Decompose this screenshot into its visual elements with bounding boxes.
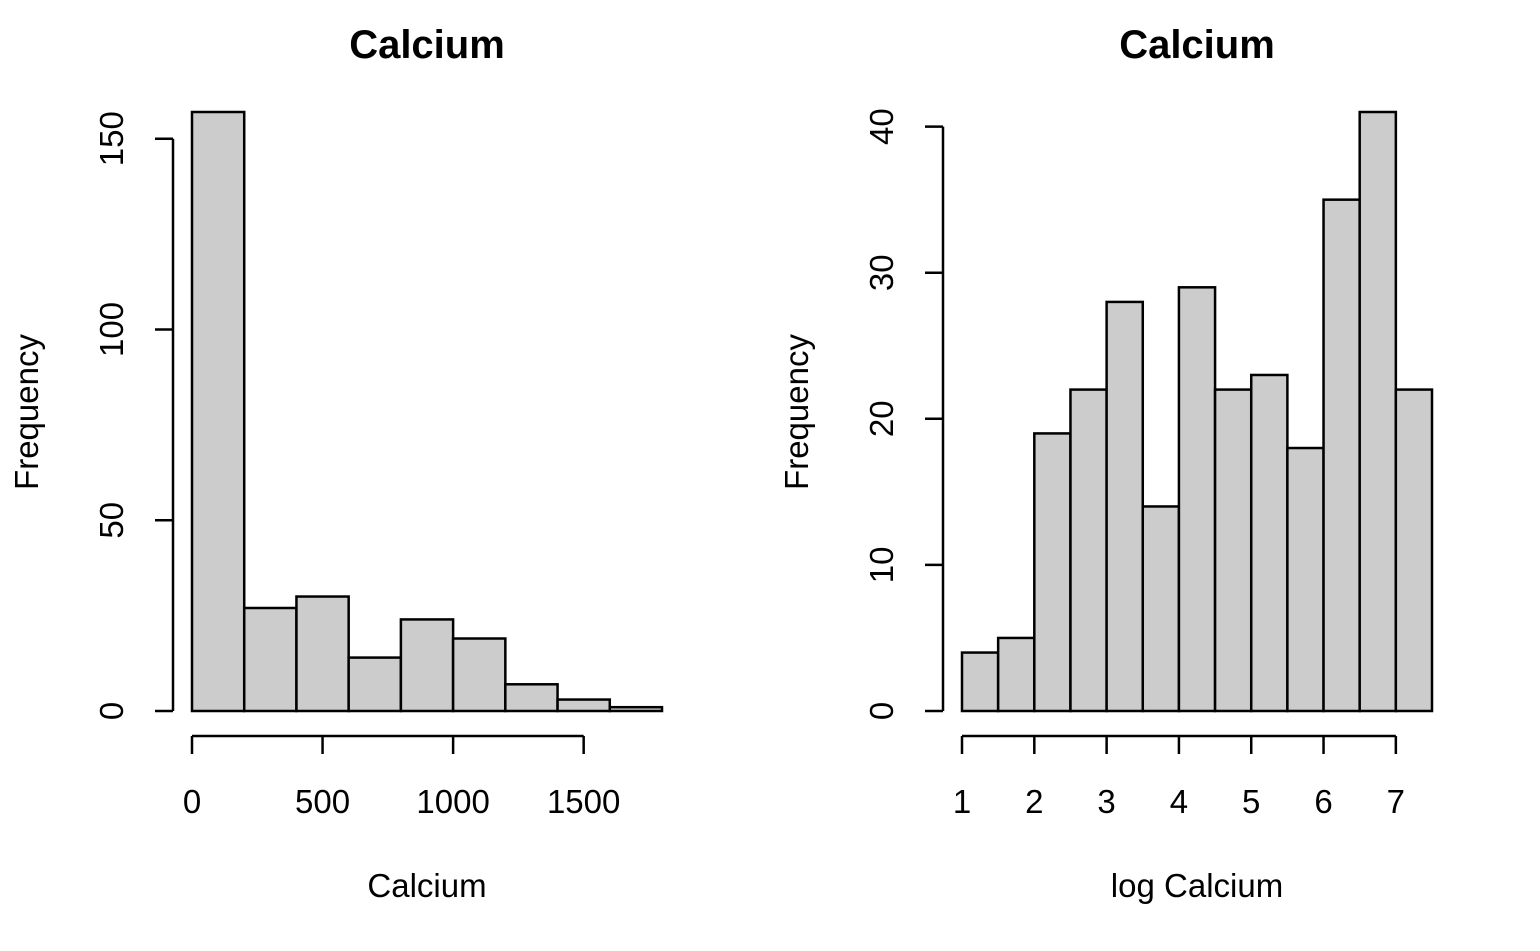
histogram-bars	[190, 110, 664, 713]
histogram-bar	[1141, 505, 1181, 713]
histogram-bar	[1069, 388, 1108, 713]
y-axis: 0 50 100 150	[93, 111, 175, 720]
y-tick-label: 30	[863, 254, 900, 291]
histogram-bar	[1033, 432, 1072, 713]
histogram-bar	[1358, 110, 1398, 713]
y-tick-label: 100	[93, 302, 130, 357]
x-tick-label: 5	[1242, 783, 1260, 820]
histogram-bar	[399, 618, 455, 713]
y-tick-label: 0	[863, 702, 900, 720]
x-tick-label: 0	[183, 783, 201, 820]
x-tick-label: 3	[1097, 783, 1115, 820]
y-tick-label: 0	[93, 702, 130, 720]
histogram-bar	[1177, 286, 1217, 713]
histogram-bar	[556, 698, 612, 713]
x-tick-label: 6	[1314, 783, 1332, 820]
calcium-histogram-panel: Calcium Calcium Frequency 0 500 1000 1500 0…	[8, 23, 664, 904]
y-tick-label: 40	[863, 108, 900, 145]
y-axis-label: Frequency	[778, 334, 815, 490]
histogram-bar	[504, 683, 559, 713]
histogram-bar	[960, 651, 1000, 713]
chart-title: Calcium	[349, 23, 505, 67]
histogram-bar	[608, 705, 664, 713]
log-calcium-histogram-panel: Calcium log Calcium Frequency 1 2 3 4 5 6 7 0 1…	[778, 23, 1434, 904]
histogram-bar	[295, 595, 350, 713]
histogram-bar	[996, 636, 1036, 713]
y-tick-label: 150	[93, 111, 130, 166]
x-axis-label: log Calcium	[1111, 867, 1283, 904]
x-tick-label: 1500	[547, 783, 620, 820]
histogram-bar	[1394, 388, 1434, 713]
chart-title: Calcium	[1119, 23, 1275, 67]
histogram-bar	[1322, 198, 1361, 713]
histogram-bars	[960, 110, 1434, 713]
histogram-bar	[242, 606, 298, 713]
histogram-bar	[1286, 446, 1325, 713]
y-axis-label: Frequency	[8, 334, 45, 490]
x-axis: 1 2 3 4 5 6 7	[953, 734, 1405, 820]
histogram-bar	[1213, 388, 1253, 713]
histogram-bar	[190, 110, 246, 713]
x-tick-label: 2	[1025, 783, 1043, 820]
y-tick-label: 10	[863, 547, 900, 584]
x-tick-label: 1000	[416, 783, 489, 820]
x-tick-label: 500	[295, 783, 350, 820]
x-axis-label: Calcium	[367, 867, 486, 904]
y-tick-label: 20	[863, 400, 900, 437]
y-tick-label: 50	[93, 502, 130, 539]
x-tick-label: 1	[953, 783, 971, 820]
x-axis: 0 500 1000 1500	[183, 734, 620, 820]
x-tick-label: 7	[1387, 783, 1405, 820]
histogram-bar	[451, 637, 507, 713]
histogram-bar	[347, 656, 403, 713]
histogram-bar	[1105, 300, 1145, 713]
y-axis: 0 10 20 30 40	[863, 108, 945, 720]
histogram-bar	[1249, 373, 1289, 713]
x-tick-label: 4	[1170, 783, 1188, 820]
